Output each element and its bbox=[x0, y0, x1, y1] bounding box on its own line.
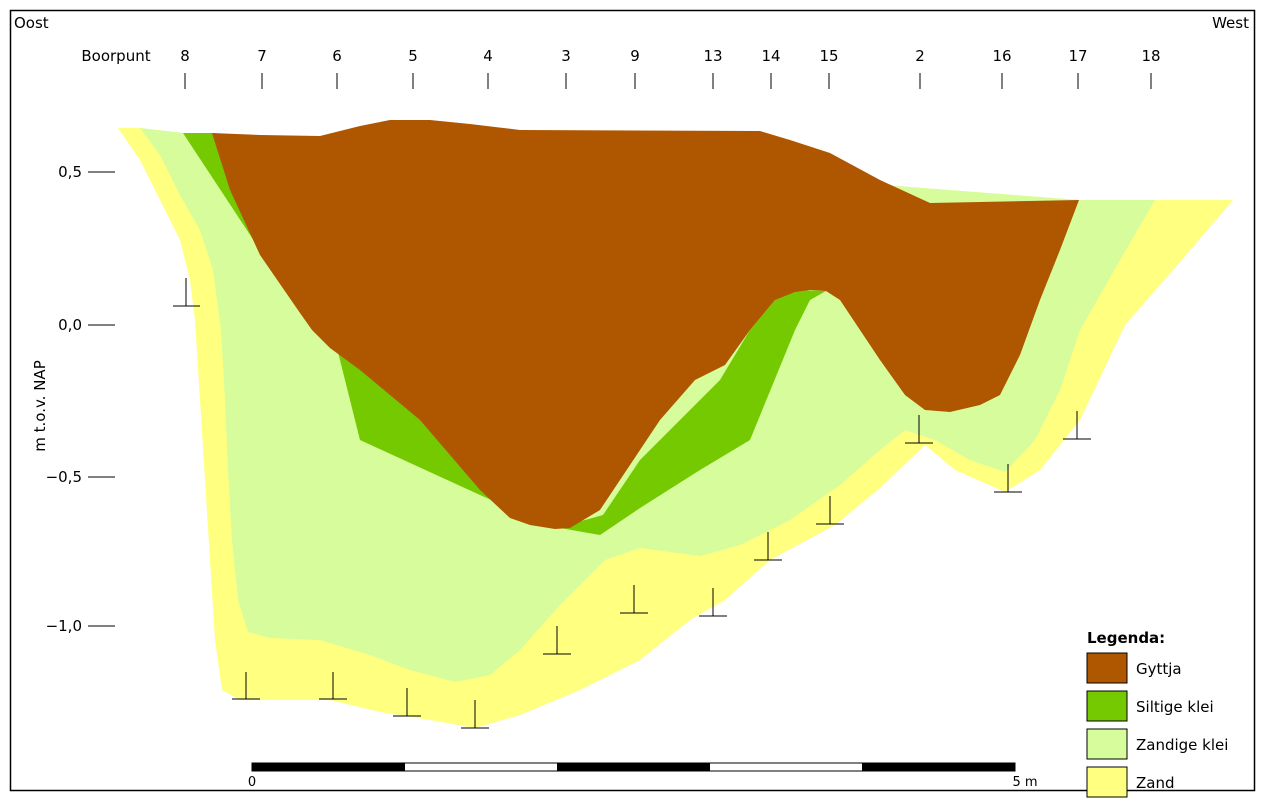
borehole-label-7: 7 bbox=[257, 47, 267, 65]
borehole-label-13: 13 bbox=[703, 47, 722, 65]
borehole-label-6: 6 bbox=[332, 47, 342, 65]
borehole-label-8: 8 bbox=[180, 47, 190, 65]
boorpunt-label: Boorpunt bbox=[81, 47, 150, 65]
y-axis-title: m t.o.v. NAP bbox=[31, 360, 49, 452]
legend-label-2: Zandige klei bbox=[1136, 736, 1228, 754]
borehole-label-16: 16 bbox=[992, 47, 1011, 65]
borehole-label-4: 4 bbox=[483, 47, 493, 65]
legend-swatch-0 bbox=[1086, 652, 1128, 684]
legend: Legenda: Gyttja Siltige klei Zandige klei Z… bbox=[1086, 629, 1228, 798]
legend-swatch-2 bbox=[1086, 728, 1128, 760]
scale-bar-start-label: 0 bbox=[248, 775, 256, 790]
legend-label-1: Siltige klei bbox=[1136, 698, 1214, 716]
y-tick-label: −1,0 bbox=[46, 617, 82, 635]
borehole-label-3: 3 bbox=[561, 47, 571, 65]
scale-bar: 0 5 m bbox=[248, 762, 1038, 790]
y-tick-label: −0,5 bbox=[46, 468, 82, 486]
direction-west-label: West bbox=[1212, 14, 1249, 32]
y-tick-label: 0,5 bbox=[58, 163, 82, 181]
layers bbox=[118, 120, 1233, 728]
legend-label-3: Zand bbox=[1136, 774, 1175, 792]
scale-bar-end-label: 5 m bbox=[1012, 775, 1037, 790]
borehole-label-15: 15 bbox=[819, 47, 838, 65]
borehole-label-14: 14 bbox=[761, 47, 780, 65]
legend-swatch-3 bbox=[1086, 766, 1128, 798]
direction-east-label: Oost bbox=[14, 14, 49, 32]
legend-label-0: Gyttja bbox=[1136, 660, 1182, 678]
legend-title: Legenda: bbox=[1087, 629, 1165, 647]
borehole-label-9: 9 bbox=[630, 47, 640, 65]
y-axis: m t.o.v. NAP 0,5 0,0 −0,5 −1,0 bbox=[31, 163, 115, 635]
borehole-label-2: 2 bbox=[915, 47, 925, 65]
borehole-label-18: 18 bbox=[1141, 47, 1160, 65]
layer-gyttja bbox=[212, 120, 1079, 529]
legend-swatch-1 bbox=[1086, 690, 1128, 722]
borehole-ticks bbox=[184, 73, 1152, 89]
borehole-depth-markers bbox=[173, 278, 1091, 729]
borehole-label-17: 17 bbox=[1068, 47, 1087, 65]
borehole-labels: 8 7 6 5 4 3 9 13 14 15 2 16 17 18 bbox=[180, 47, 1160, 65]
borehole-label-5: 5 bbox=[408, 47, 418, 65]
y-tick-label: 0,0 bbox=[58, 316, 82, 334]
